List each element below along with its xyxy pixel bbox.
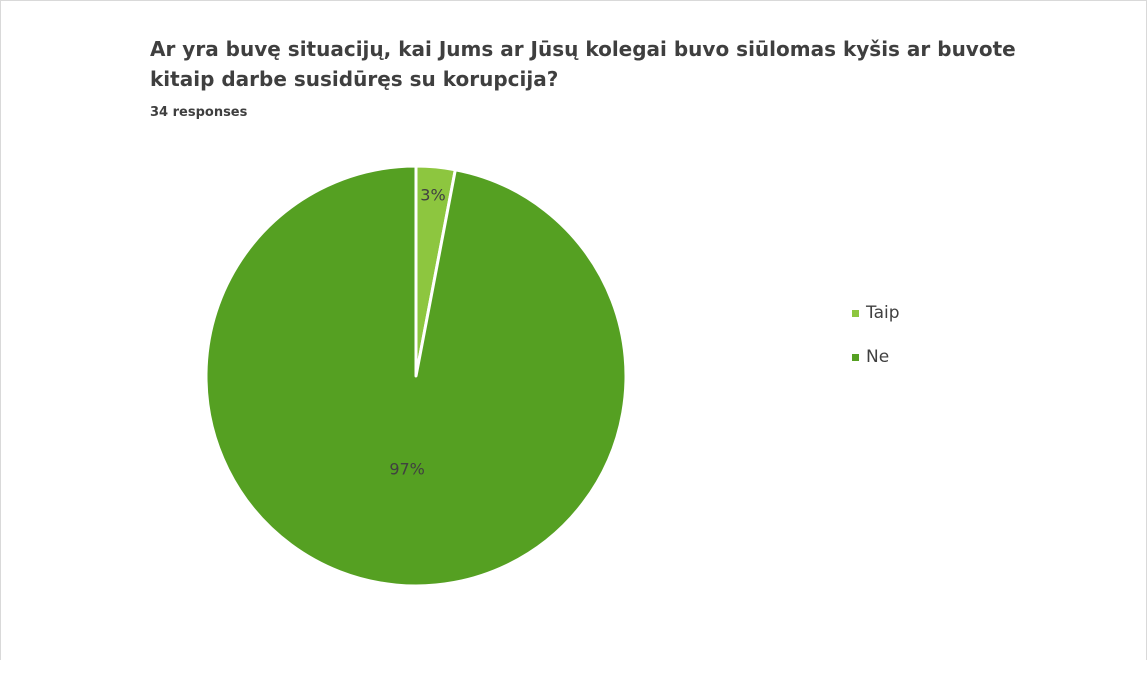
legend-swatch	[852, 309, 859, 317]
legend-label: Taip	[866, 303, 900, 323]
pie-slice-ne	[204, 164, 628, 588]
frame-bottom	[0, 660, 1147, 675]
chart-subtitle: 34 responses	[150, 105, 248, 120]
legend-item-ne: Ne	[852, 344, 900, 370]
legend-label: Ne	[866, 347, 890, 367]
slice-label-ne: 97%	[389, 460, 425, 479]
legend-item-taip: Taip	[852, 300, 900, 326]
slice-label-taip: 3%	[420, 186, 445, 205]
chart-legend: Taip Ne	[852, 300, 900, 388]
chart-title: Ar yra buvę situacijų, kai Jums ar Jūsų …	[150, 37, 1016, 91]
legend-swatch	[852, 353, 859, 361]
